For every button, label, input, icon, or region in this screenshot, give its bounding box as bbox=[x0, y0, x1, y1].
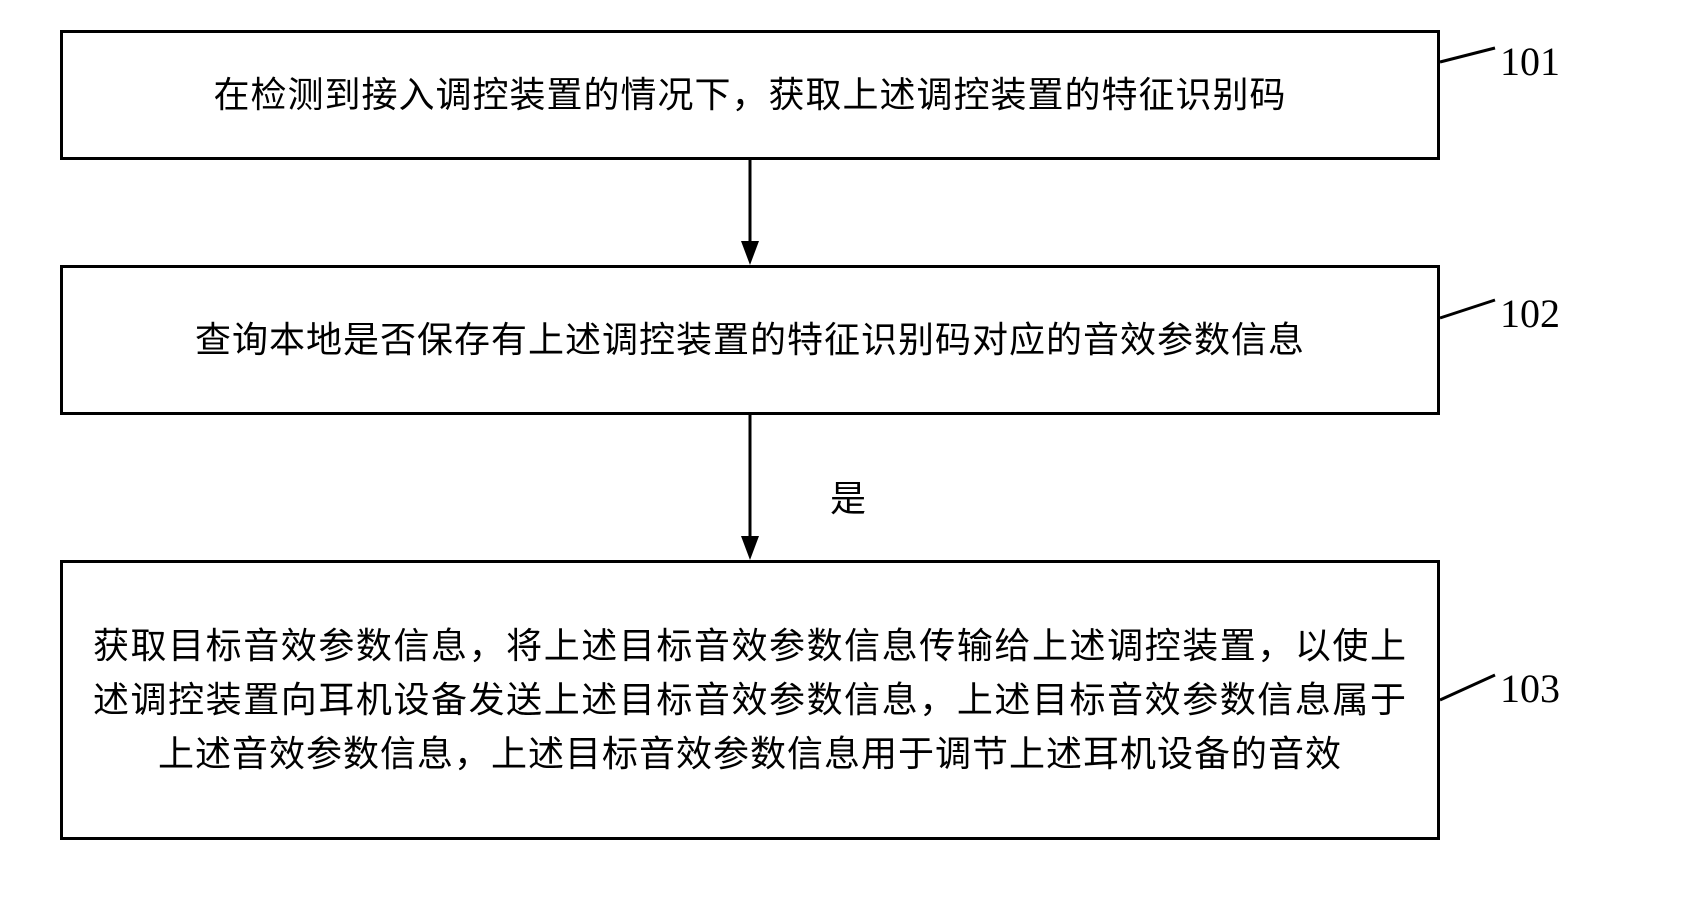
flowchart-canvas: { "layout": { "canvas_width": 1696, "can… bbox=[0, 0, 1696, 923]
step-label-103: 103 bbox=[1500, 665, 1560, 712]
flow-node-103: 获取目标音效参数信息，将上述目标音效参数信息传输给上述调控装置，以使上述调控装置… bbox=[60, 560, 1440, 840]
flow-node-101-text: 在检测到接入调控装置的情况下，获取上述调控装置的特征识别码 bbox=[213, 68, 1286, 122]
edge-label-yes: 是 bbox=[830, 470, 866, 522]
step-label-101: 101 bbox=[1500, 38, 1560, 85]
flow-node-103-text: 获取目标音效参数信息，将上述目标音效参数信息传输给上述调控装置，以使上述调控装置… bbox=[93, 619, 1407, 781]
flow-node-102: 查询本地是否保存有上述调控装置的特征识别码对应的音效参数信息 bbox=[60, 265, 1440, 415]
leader-line-102 bbox=[1438, 298, 1497, 320]
arrow-101-to-102 bbox=[732, 160, 768, 265]
arrow-102-to-103 bbox=[732, 415, 768, 560]
flow-node-101: 在检测到接入调控装置的情况下，获取上述调控装置的特征识别码 bbox=[60, 30, 1440, 160]
leader-line-103 bbox=[1438, 673, 1497, 702]
leader-line-101 bbox=[1438, 46, 1497, 64]
flow-node-102-text: 查询本地是否保存有上述调控装置的特征识别码对应的音效参数信息 bbox=[195, 313, 1305, 367]
step-label-102: 102 bbox=[1500, 290, 1560, 337]
